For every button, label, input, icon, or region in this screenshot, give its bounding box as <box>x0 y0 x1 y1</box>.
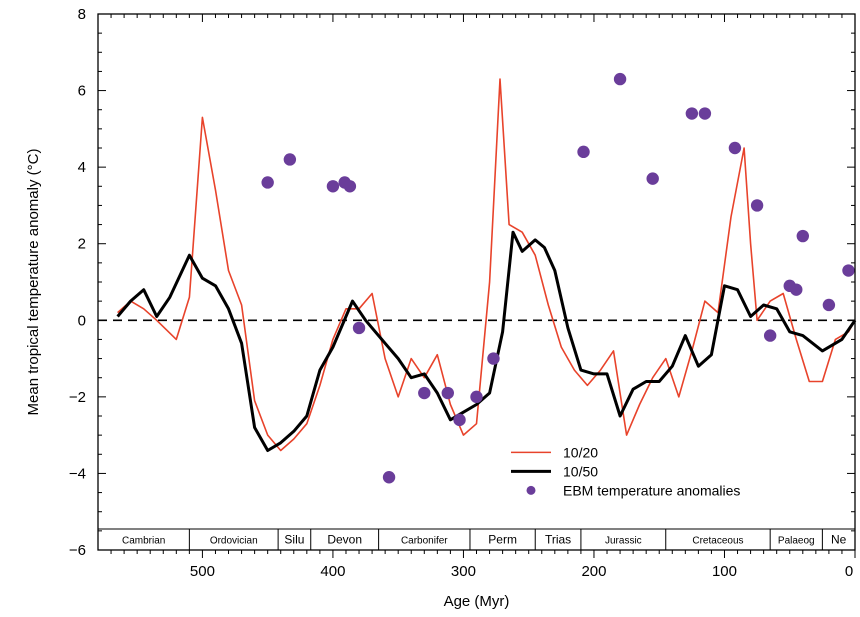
ebm-point <box>487 352 500 365</box>
ebm-point <box>343 180 357 193</box>
ebm-point <box>822 298 836 312</box>
x-tick-label: 300 <box>451 563 476 580</box>
ebm-point <box>418 386 431 400</box>
y-axis-title: Mean tropical temperature anomaly (°C) <box>25 149 42 416</box>
period-label: Devon <box>327 532 362 546</box>
ebm-point <box>763 329 777 342</box>
ebm-point <box>750 199 764 212</box>
legend-label: EBM temperature anomalies <box>563 482 740 498</box>
ebm-point <box>685 107 699 120</box>
ebm-point <box>470 390 483 404</box>
ebm-point <box>261 176 274 189</box>
y-tick-label: 4 <box>78 159 86 176</box>
x-tick-label: 200 <box>581 563 606 580</box>
axis-ticks: −6 −4 −2 0 2 4 6 8 500 400 300 200 100 0 <box>69 6 856 580</box>
y-tick-label: −2 <box>69 389 86 406</box>
period-label: Palaeog <box>778 535 815 546</box>
y-tick-label: −4 <box>69 465 86 482</box>
legend-label: 10/20 <box>563 444 598 460</box>
ebm-point <box>577 145 590 159</box>
x-tick-label: 500 <box>190 563 215 580</box>
period-label: Trias <box>545 532 571 546</box>
legend-label: 10/50 <box>563 463 598 479</box>
ebm-point <box>728 141 742 155</box>
legend-swatch-ebm <box>526 485 536 495</box>
y-tick-label: 2 <box>78 236 86 253</box>
period-label: Cambrian <box>122 535 165 546</box>
x-axis-title: Age (Myr) <box>444 593 510 610</box>
period-label: Carbonifer <box>401 535 448 546</box>
period-label: Cretaceous <box>692 535 743 546</box>
period-label: Silu <box>284 532 304 546</box>
x-tick-label: 0 <box>845 563 853 580</box>
y-tick-label: 6 <box>78 83 86 100</box>
y-tick-label: 0 <box>78 312 86 329</box>
ebm-point <box>283 153 297 166</box>
y-tick-label: 8 <box>78 6 86 23</box>
ebm-point <box>646 172 659 185</box>
series-layer <box>116 78 857 452</box>
y-tick-label: −6 <box>69 542 86 559</box>
period-label: Ordovician <box>210 535 258 546</box>
legend: 10/20 10/50 EBM temperature anomalies <box>511 444 740 498</box>
ebm-point <box>352 321 366 335</box>
ebm-point <box>453 413 466 427</box>
ebm-point <box>613 72 627 86</box>
period-band: Cambrian Ordovician Silu Devon Carbonifer Per… <box>98 528 855 550</box>
series-line-10-20 <box>117 78 856 452</box>
ebm-point <box>790 283 803 296</box>
scatter-layer <box>261 72 855 484</box>
period-label: Ne <box>831 532 847 546</box>
period-label: Perm <box>488 532 517 546</box>
period-label: Jurassic <box>605 535 642 546</box>
x-tick-label: 100 <box>712 563 737 580</box>
ebm-point <box>842 264 855 277</box>
ebm-point <box>441 386 454 400</box>
ebm-point <box>698 107 712 120</box>
ebm-point <box>382 471 396 484</box>
x-tick-label: 400 <box>320 563 345 580</box>
ebm-point <box>326 180 340 193</box>
ebm-point <box>796 229 809 243</box>
